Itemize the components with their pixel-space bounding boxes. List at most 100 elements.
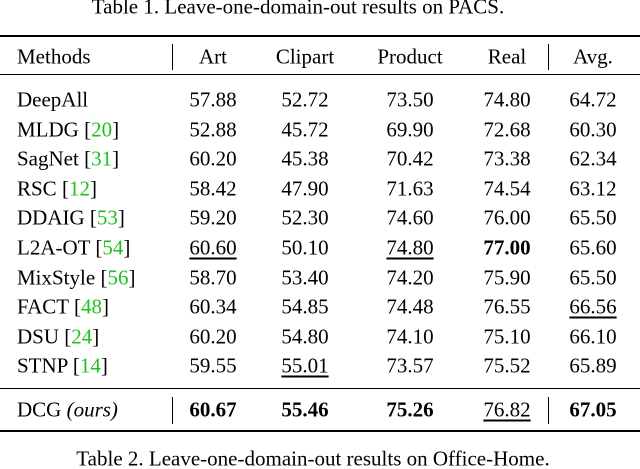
method-name: L2A-OT [54] — [17, 235, 131, 260]
cell: 64.72 — [569, 87, 617, 112]
top-rule — [0, 35, 640, 37]
method: DeepAll — [17, 87, 89, 112]
bracket: ] — [92, 324, 100, 349]
column-header: Methods — [17, 44, 91, 69]
method-name: FACT [48] — [17, 294, 109, 319]
method: SagNet — [17, 146, 79, 171]
method: MLDG — [17, 117, 79, 142]
citation: 48 — [81, 294, 102, 319]
method: DDAIG — [17, 205, 85, 230]
bracket: [ — [61, 176, 69, 201]
bracket: [ — [72, 353, 80, 378]
cell: 76.55 — [483, 294, 531, 319]
cell: 52.72 — [281, 87, 329, 112]
method: L2A-OT — [17, 235, 91, 260]
method: MixStyle — [17, 265, 96, 290]
note: (ours) — [66, 397, 118, 422]
column-header: Real — [487, 44, 527, 69]
method: DSU — [17, 324, 60, 349]
citation: 54 — [102, 235, 124, 260]
cell: 76.00 — [483, 205, 531, 230]
cell: 73.57 — [386, 353, 434, 378]
cell: 69.90 — [386, 117, 434, 142]
cell: 74.54 — [483, 176, 531, 201]
cell: 74.60 — [386, 205, 434, 230]
cell: 60.60 — [189, 235, 237, 260]
cell: 74.10 — [386, 324, 434, 349]
separator — [172, 44, 173, 70]
bracket: [ — [100, 265, 108, 290]
bracket: [ — [95, 235, 103, 260]
column-header: Product — [377, 44, 443, 69]
cell: 54.80 — [281, 324, 329, 349]
bracket: ] — [128, 265, 136, 290]
method-name: SagNet [31] — [17, 146, 119, 171]
citation: 24 — [71, 324, 93, 349]
cell: 45.72 — [281, 117, 329, 142]
method-name: MLDG [20] — [17, 119, 119, 140]
mid-rule — [0, 388, 640, 389]
method-name: DSU [24] — [17, 326, 99, 347]
bracket: ] — [123, 235, 131, 260]
cell: 66.56 — [569, 294, 617, 319]
bracket: ] — [112, 117, 120, 142]
cell: 47.90 — [281, 176, 329, 201]
bracket: [ — [84, 146, 92, 171]
method: DCG — [17, 397, 62, 422]
cell: 73.38 — [483, 146, 531, 171]
cell: 72.68 — [483, 117, 531, 142]
cell: 59.20 — [189, 205, 237, 230]
cell: 52.30 — [281, 205, 329, 230]
method: STNP — [17, 353, 68, 378]
cell: 73.50 — [386, 87, 434, 112]
cell: 74.80 — [483, 87, 531, 112]
cell: 58.42 — [189, 176, 237, 201]
citation: 31 — [91, 146, 113, 171]
cell: 59.55 — [189, 353, 237, 378]
method: RSC — [17, 176, 57, 201]
cell: 60.20 — [189, 146, 237, 171]
citation: 53 — [96, 205, 118, 230]
citation: 12 — [68, 176, 90, 201]
cell: 77.00 — [483, 235, 531, 260]
caption: Table 1. Leave-one-domain-out results on… — [91, 0, 505, 19]
method-name: RSC [12] — [17, 178, 97, 199]
separator — [548, 397, 549, 424]
cell: 75.90 — [483, 265, 531, 290]
cell: 52.88 — [189, 117, 237, 142]
method-name: MixStyle [56] — [17, 267, 135, 288]
cell: 50.10 — [281, 235, 329, 260]
bottom-rule — [0, 430, 640, 432]
column-header: Avg. — [573, 44, 613, 69]
bracket: [ — [84, 117, 92, 142]
cell: 74.20 — [386, 265, 434, 290]
cell: 60.30 — [569, 117, 617, 142]
cell: 54.85 — [281, 294, 329, 319]
cell: 74.80 — [386, 235, 434, 260]
cell: 63.12 — [569, 176, 617, 201]
column-header: Art — [199, 44, 227, 69]
cell: 60.34 — [189, 294, 237, 319]
cell: 65.50 — [569, 205, 617, 230]
bracket: ] — [117, 205, 125, 230]
cell: 75.52 — [483, 353, 531, 378]
cell: 65.60 — [569, 235, 617, 260]
cell: 66.10 — [569, 324, 617, 349]
method-name: DDAIG [53] — [17, 205, 125, 230]
cell: 70.42 — [386, 146, 434, 171]
method-name: DeepAll — [17, 87, 89, 112]
cell: 76.82 — [483, 397, 531, 422]
cell: 67.05 — [569, 397, 617, 422]
cell: 58.70 — [189, 265, 237, 290]
header-rule — [0, 74, 640, 75]
cell: 45.38 — [281, 146, 329, 171]
cell: 60.67 — [189, 397, 237, 422]
cell: 65.89 — [569, 353, 617, 378]
caption: Table 2. Leave-one-domain-out results on… — [76, 446, 550, 469]
cell: 53.40 — [281, 265, 329, 290]
cell: 75.10 — [483, 324, 531, 349]
citation: 56 — [107, 265, 129, 290]
cell: 62.34 — [569, 146, 617, 171]
cell: 55.01 — [281, 353, 329, 378]
